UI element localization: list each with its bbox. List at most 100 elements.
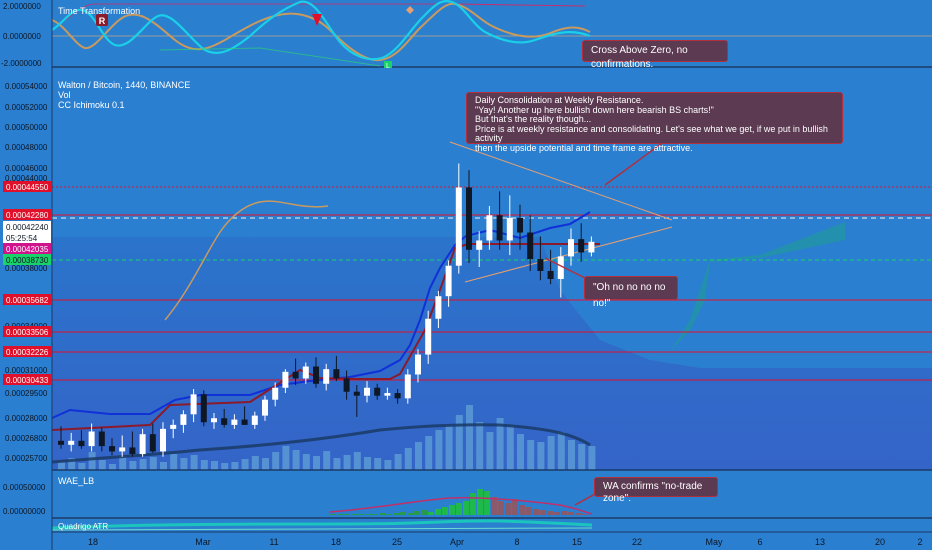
wae-bar [365,514,371,515]
price-tag-text: 0.00042035 [6,245,49,254]
candle-up [588,241,595,253]
annotation-cross: Cross Above Zero, no confirmations. [582,40,728,70]
candle-up [476,240,483,250]
candle-up [251,415,258,425]
marker-l: L [386,63,390,70]
wae-bar [386,514,392,515]
volume-bar [282,446,290,470]
price-tag [3,374,51,385]
wae-bar [428,512,434,515]
wae-bar [470,493,476,515]
candle-down [374,387,381,396]
legend-symbol: Walton / Bitcoin, 1440, BINANCE [58,80,190,90]
price-axis-label: 0.00031000 [5,366,48,375]
osc-axis-label: 2.0000000 [3,2,41,11]
candle-up [435,296,442,319]
annotation-oh-no-text: "Oh no no no no no!" [593,282,666,309]
volume-bar [200,460,208,470]
volume-bar [149,457,157,470]
callout-pointer [544,257,586,279]
price-tag-text: 0.00042240 [6,223,49,232]
top-panel-bg [52,0,932,67]
volume-bar [394,454,402,470]
osc-level-line-right [454,3,586,7]
price-scale: 2.0000000 0.0000000 -2.0000000 0.0005400… [0,0,53,550]
volume-bar [568,440,575,470]
volume-bar [58,462,65,470]
candle-up [323,369,330,384]
volume-bar [251,456,259,470]
wae-bar [575,513,581,515]
future-cloud [670,222,845,352]
price-scale-bg [0,0,52,550]
volume-bar [404,448,412,470]
volume-bar [415,442,422,470]
price-axis-label: 0.00028000 [5,414,48,423]
candle-down [333,369,340,379]
volume-bar [547,436,555,470]
volume-bar [527,440,535,470]
candle-down [496,215,503,241]
wae-bar [421,510,427,515]
candle-up [404,374,411,399]
volume-bar [455,415,463,470]
volume-bar [313,456,320,470]
candle-down [98,431,105,447]
volume-bar [343,455,351,470]
volume-bar [364,457,371,470]
volume-bar [109,464,116,470]
price-tag-text: 0.00038730 [6,256,49,265]
osc-slow-line [51,2,591,62]
price-tags: 0.00044550 0.00042280 0.00042240 05:25:5… [3,181,51,385]
price-tag [3,181,51,192]
osc-axis-label: 0.0000000 [3,32,41,41]
atr-title: Quadrigo ATR [58,522,108,531]
volume-bar [425,436,433,470]
candle-up [170,424,177,429]
wae-bar [484,491,490,515]
volume-bar [129,461,137,470]
volume-bar [119,456,127,470]
volume-bar [588,446,596,470]
candle-up [384,393,391,396]
x-tick: 8 [514,537,519,547]
annotation-daily-line: But that's the reality though... [475,114,592,124]
wae-title: WAE_LB [58,476,94,486]
volume-bar [180,458,188,470]
ichimoku-cloud [52,237,932,470]
volume-bar [353,452,361,470]
volume-bar [221,463,229,470]
x-tick: 25 [392,537,402,547]
annotation-wa-text: WA confirms "no-trade zone". [603,481,703,504]
wae-bar [561,511,567,515]
volume-bar [241,459,249,470]
candle-up [425,318,432,355]
price-axis-label: 0.00038000 [5,264,48,273]
legend-volume: Vol [58,90,71,100]
x-tick: 22 [632,537,642,547]
wae-bar [533,509,539,515]
price-tag [3,221,51,232]
volume-bar [211,461,218,470]
wae-bar [407,513,413,515]
annotation-daily-line: Daily Consolidation at Weekly Resistance… [475,95,644,105]
volume-bar [537,442,545,470]
atr-panel: Quadrigo ATR [51,517,932,532]
candle-down [578,239,585,253]
wae-bar [379,513,385,515]
price-tag-text: 0.00042280 [6,211,49,220]
candle-up [160,428,166,452]
volume-bar [435,430,443,470]
candle-down [58,440,64,445]
wae-bar [358,514,364,515]
price-axis-label: 0.00046000 [5,164,48,173]
volume-bar [486,432,494,470]
price-tag [3,209,51,220]
candle-up [88,431,95,447]
candle-up [139,434,146,455]
candle-up [568,239,574,257]
volume-bar [578,444,586,470]
wae-bar [491,497,497,515]
x-tick: 15 [572,537,582,547]
candle-up [272,387,279,400]
